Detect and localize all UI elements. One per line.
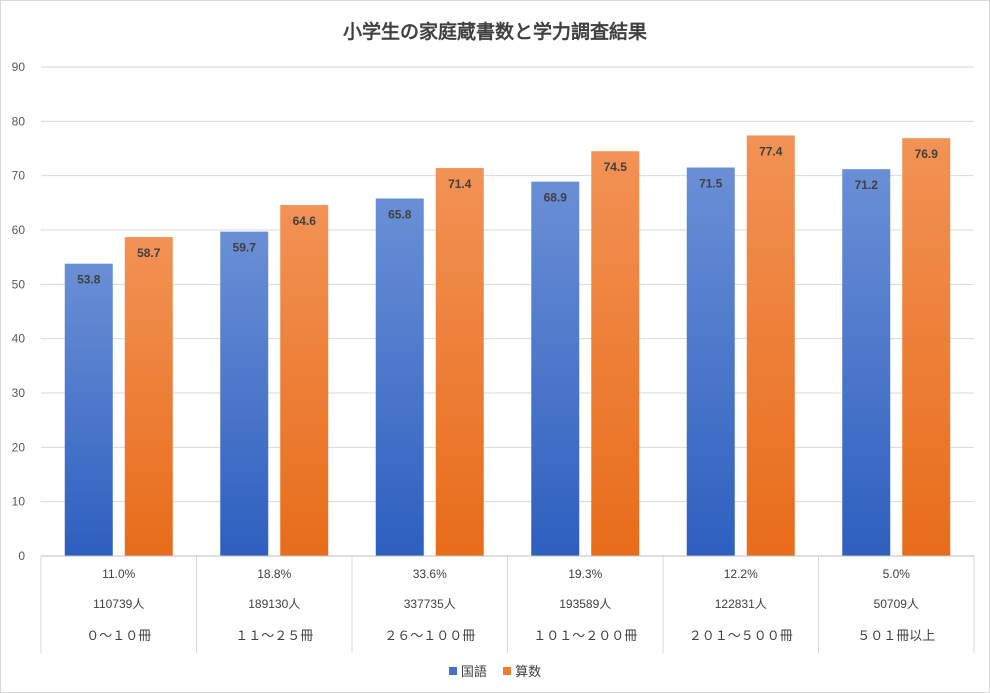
data-label: 71.5 [699, 177, 723, 191]
bar-kokugo [220, 231, 269, 556]
category-label: ５０１冊以上 [857, 628, 935, 643]
category-percent-label: 33.6% [413, 567, 447, 581]
data-label: 64.6 [293, 214, 317, 228]
y-tick-label: 80 [12, 114, 26, 128]
bar-sansu [435, 168, 484, 556]
data-label: 71.2 [855, 178, 879, 192]
category-label: １０１～２００冊 [533, 628, 637, 643]
category-count-label: 193589人 [559, 597, 611, 611]
legend-label-kokugo: 国語 [460, 665, 487, 680]
bar-kokugo [686, 167, 735, 556]
bar-kokugo [375, 198, 424, 556]
data-label: 53.8 [77, 273, 101, 287]
bar-kokugo [842, 169, 891, 556]
category-count-label: 337735人 [404, 597, 456, 611]
bar-kokugo [531, 181, 580, 557]
bar-kokugo [64, 263, 113, 556]
category-label: ２０１～５００冊 [689, 628, 793, 643]
legend-swatch-sansu [503, 666, 512, 675]
y-tick-label: 0 [18, 549, 25, 563]
bar-sansu [124, 237, 173, 556]
data-label: 77.4 [759, 144, 783, 158]
category-percent-label: 11.0% [102, 567, 135, 581]
category-count-label: 110739人 [93, 597, 144, 611]
category-count-label: 189130人 [248, 597, 300, 611]
y-tick-label: 10 [12, 495, 26, 509]
category-label: １１～２５冊 [235, 628, 313, 643]
category-percent-label: 12.2% [724, 567, 758, 581]
y-tick-label: 90 [12, 60, 26, 74]
legend-label-sansu: 算数 [515, 665, 542, 680]
data-label: 58.7 [137, 246, 161, 260]
bar-sansu [746, 135, 795, 556]
data-label: 59.7 [233, 241, 257, 255]
legend-item-sansu: 算数 [503, 661, 541, 680]
category-percent-label: 18.8% [257, 567, 291, 581]
y-tick-label: 40 [12, 332, 26, 346]
y-tick-label: 60 [12, 223, 26, 237]
category-label: ２６～１００冊 [384, 628, 475, 643]
category-label: ０～１０冊 [86, 628, 151, 643]
bar-sansu [902, 138, 951, 556]
category-count-label: 122831人 [715, 597, 767, 611]
category-count-label: 50709人 [874, 597, 919, 611]
legend: 国語 算数 [1, 661, 989, 680]
category-percent-label: 5.0% [883, 567, 911, 581]
data-label: 65.8 [388, 207, 412, 221]
category-percent-label: 19.3% [568, 567, 602, 581]
chart-title: 小学生の家庭蔵書数と学力調査結果 [342, 21, 647, 43]
legend-item-kokugo: 国語 [448, 661, 487, 680]
bar-sansu [280, 205, 329, 557]
data-label: 71.4 [448, 177, 472, 191]
data-label: 68.9 [544, 191, 568, 205]
bar-sansu [591, 151, 640, 556]
data-label: 74.5 [604, 160, 628, 174]
y-tick-label: 30 [12, 386, 26, 400]
y-tick-label: 70 [12, 169, 26, 183]
y-tick-label: 50 [12, 277, 26, 291]
y-tick-label: 20 [12, 440, 26, 454]
data-label: 76.9 [915, 147, 939, 161]
legend-swatch-kokugo [448, 666, 457, 675]
